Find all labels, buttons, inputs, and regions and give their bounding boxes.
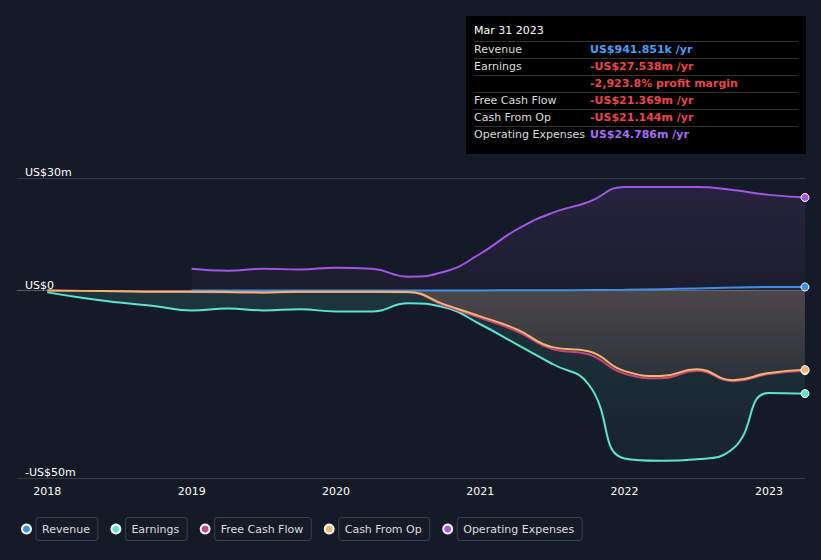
html-text:-2,923.8% profit margin: -2,923.8% profit margin	[590, 77, 738, 90]
html-text:-US$21.144m /yr: -US$21.144m /yr	[590, 111, 694, 124]
svg-text:Earnings: Earnings	[131, 523, 179, 536]
svg-text:2018: 2018	[33, 485, 61, 498]
html-text:Mar 31 2023: Mar 31 2023	[474, 24, 544, 37]
html-text:Free Cash Flow: Free Cash Flow	[474, 94, 557, 107]
html-text:-US$27.538m /yr: -US$27.538m /yr	[590, 60, 694, 73]
svg-text:2020: 2020	[322, 485, 350, 498]
html-text:Cash From Op: Cash From Op	[474, 111, 551, 124]
svg-text:US$30m: US$30m	[25, 166, 72, 179]
svg-text:2019: 2019	[178, 485, 206, 498]
svg-text:Operating Expenses: Operating Expenses	[463, 523, 574, 536]
svg-text:Free Cash Flow: Free Cash Flow	[221, 523, 304, 536]
html-text:US$24.786m /yr: US$24.786m /yr	[590, 128, 689, 141]
svg-text:2022: 2022	[611, 485, 639, 498]
html-text:Operating Expenses: Operating Expenses	[474, 128, 585, 141]
svg-text:2021: 2021	[466, 485, 494, 498]
html-text:Earnings: Earnings	[474, 60, 522, 73]
html-text:-US$21.369m /yr: -US$21.369m /yr	[590, 94, 694, 107]
html-text:Revenue: Revenue	[474, 43, 522, 56]
svg-text:-US$50m: -US$50m	[25, 466, 76, 479]
svg-text:Cash From Op: Cash From Op	[345, 523, 422, 536]
html-text:US$941.851k /yr: US$941.851k /yr	[590, 43, 693, 56]
svg-text:2023: 2023	[755, 485, 783, 498]
svg-text:Revenue: Revenue	[42, 523, 90, 536]
svg-text:US$0: US$0	[25, 278, 54, 292]
